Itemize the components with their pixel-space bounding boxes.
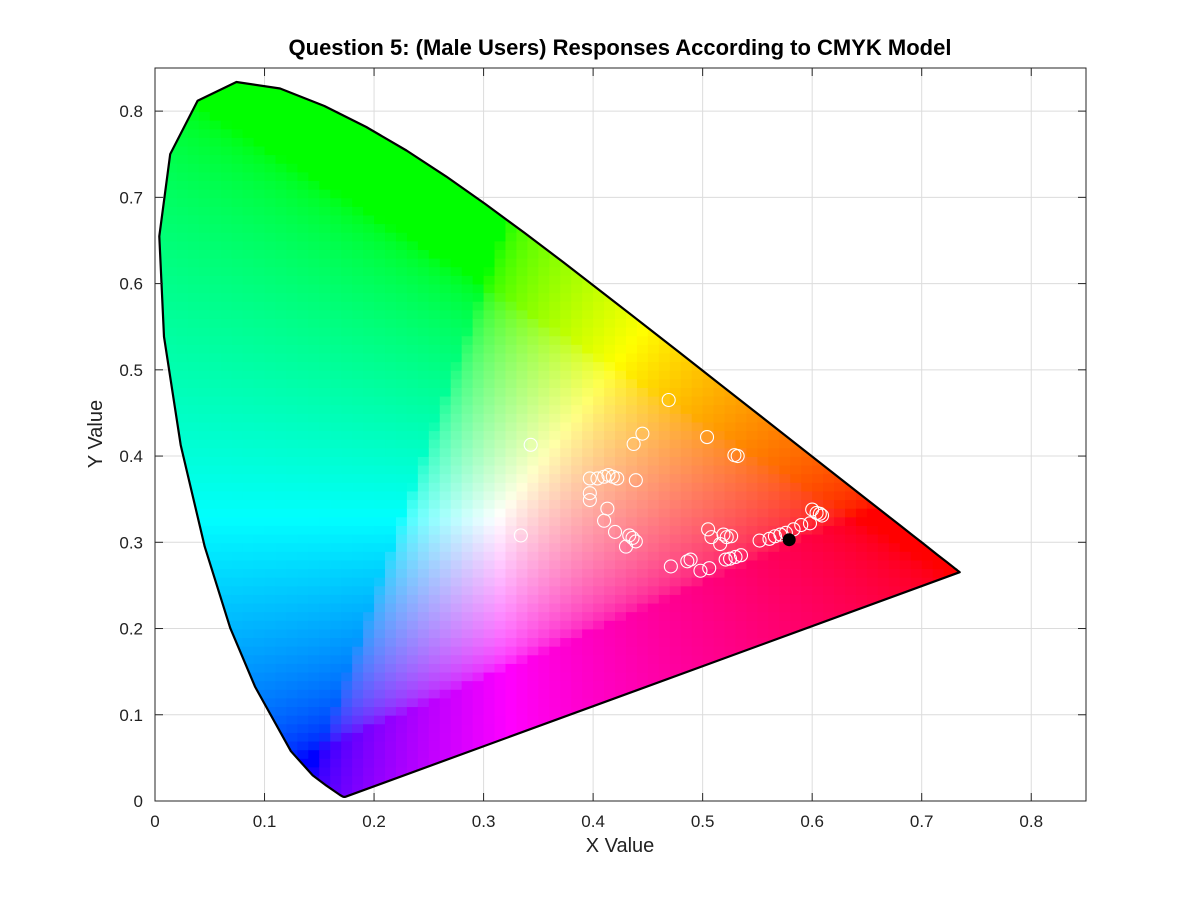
y-tick-label: 0.5	[119, 361, 143, 380]
ticks: 0 0.1 0.2 0.3 0.4 0.5 0.6 0.7 0.8 0 0.1 0.2 0.3 0.4 0.…	[119, 68, 1086, 831]
x-axis-label: X Value	[586, 835, 655, 857]
data-point	[607, 524, 623, 539]
data-point	[523, 437, 538, 452]
x-tick-label: 0.6	[800, 812, 824, 831]
data-point	[701, 522, 716, 537]
data-point	[661, 392, 676, 408]
data-point	[680, 554, 695, 569]
data-point	[794, 517, 809, 533]
data-point	[663, 559, 678, 574]
data-point	[733, 548, 749, 563]
x-tick-label: 0.3	[472, 812, 496, 831]
data-point	[718, 552, 733, 567]
data-point	[702, 561, 717, 576]
x-tick-label: 0.5	[691, 812, 715, 831]
data-point	[683, 552, 698, 567]
y-tick-label: 0.4	[119, 447, 143, 466]
data-point	[802, 516, 818, 531]
data-point-filled	[782, 533, 796, 547]
data-point	[693, 563, 708, 578]
x-tick-label: 0.8	[1019, 812, 1043, 831]
data-point	[719, 530, 734, 545]
y-tick-label: 0.3	[119, 533, 143, 552]
spectral-locus-outline	[158, 80, 961, 798]
data-point	[722, 551, 738, 566]
data-point	[628, 473, 643, 488]
data-point	[767, 529, 782, 544]
y-tick-label: 0.7	[119, 188, 143, 207]
y-tick-label: 0.6	[119, 275, 143, 294]
axes-box	[154, 67, 1087, 802]
data-point	[597, 513, 612, 528]
x-tick-label: 0.4	[581, 812, 605, 831]
data-point	[699, 430, 715, 445]
y-axis-label: Y Value	[85, 400, 107, 468]
y-tick-label: 0.8	[119, 102, 143, 121]
data-point	[626, 436, 641, 452]
data-point	[812, 506, 827, 521]
data-point	[513, 528, 528, 543]
y-tick-label: 0.2	[119, 620, 143, 639]
x-tick-label: 0.2	[362, 812, 386, 831]
data-points	[513, 392, 830, 578]
data-point	[618, 539, 634, 554]
y-tick-label: 0.1	[119, 706, 143, 725]
data-point	[590, 471, 605, 486]
data-point	[635, 426, 650, 441]
data-point	[610, 471, 625, 486]
x-tick-label: 0.7	[910, 812, 934, 831]
x-tick-label: 0.1	[253, 812, 277, 831]
data-point	[730, 449, 745, 464]
data-point	[582, 492, 597, 508]
data-point	[752, 533, 767, 548]
y-tick-label: 0	[134, 792, 143, 811]
data-point	[814, 508, 830, 523]
data-point	[724, 529, 739, 544]
x-tick-label: 0	[150, 812, 159, 831]
data-point	[582, 486, 597, 501]
data-point	[728, 549, 743, 565]
data-point	[716, 527, 731, 542]
chart-title: Question 5: (Male Users) Responses Accor…	[289, 35, 952, 60]
data-point	[582, 471, 597, 486]
